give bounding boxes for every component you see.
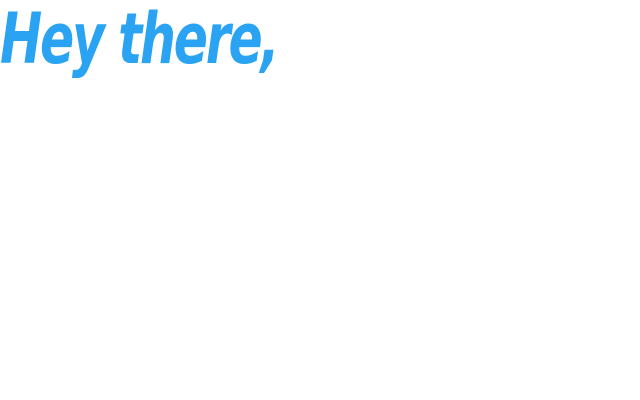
greeting-heading: Hey there,: [0, 0, 280, 80]
